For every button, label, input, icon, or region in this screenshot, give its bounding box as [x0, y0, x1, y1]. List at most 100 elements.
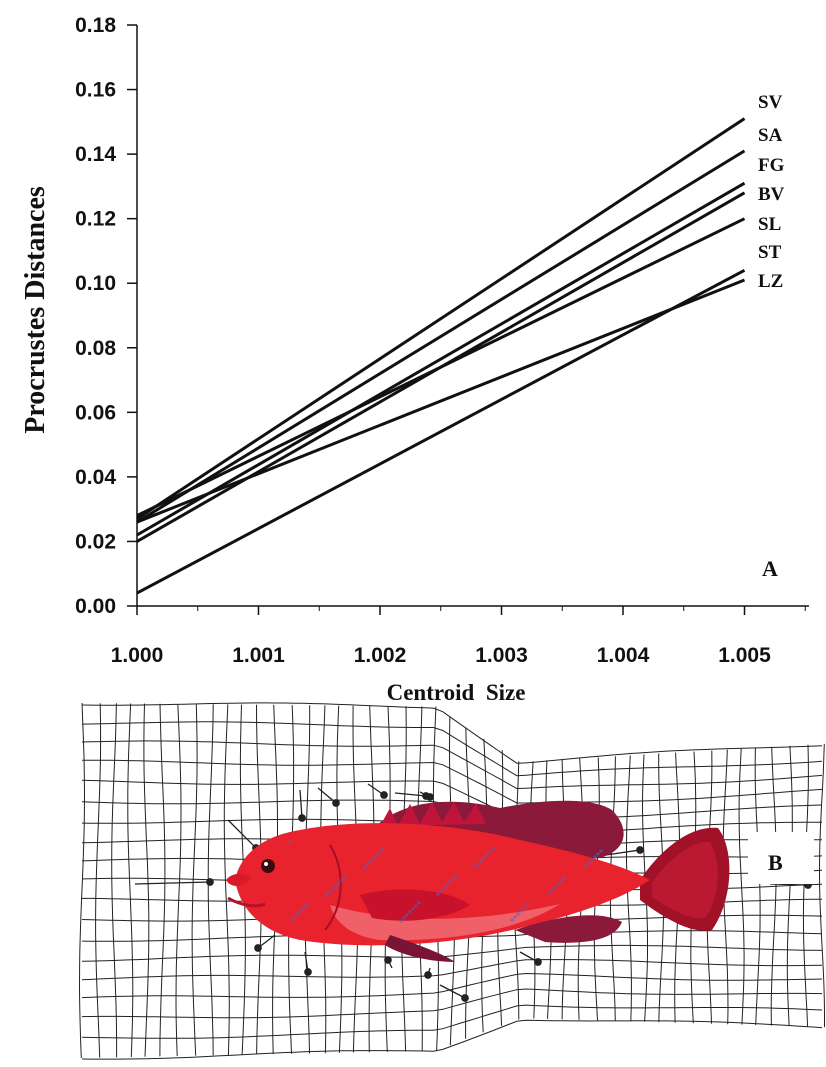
grid-row-line [81, 721, 823, 777]
y-tick-label: 0.02 [75, 530, 116, 553]
fish-spot [491, 847, 495, 851]
fish-spot [331, 887, 335, 891]
landmark-vector [317, 787, 337, 804]
fish-spot [593, 855, 597, 859]
fish-spot [596, 852, 600, 856]
landmark-point [304, 968, 312, 976]
line-chart: 0.00 0.02 0.04 0.06 0.08 0.10 0.12 0.14 0.16 0.18… [20, 14, 809, 705]
series-labels: SV SA FG BV SL ST LZ [758, 92, 785, 292]
y-tick-label: 0.04 [75, 466, 116, 489]
landmark-vector [769, 883, 809, 886]
fish-spots [288, 840, 603, 923]
fish-pelvic-fin [385, 935, 455, 962]
grid-row-line [81, 959, 823, 981]
fish-spot [436, 892, 440, 896]
fish-spot [550, 888, 554, 892]
grid-column-line [143, 703, 150, 1057]
fish-spot [303, 905, 307, 909]
landmark-point [461, 994, 469, 1002]
fish-spot [306, 902, 310, 906]
fish-icon [226, 800, 730, 962]
landmark-point [206, 878, 214, 886]
fish-spot [510, 918, 514, 922]
landmark-vector [134, 881, 211, 885]
fish-spot [337, 881, 341, 885]
grid-column-line [111, 703, 118, 1058]
fish-spot [553, 885, 557, 889]
series-label-st: ST [758, 242, 782, 263]
fish-spot [451, 877, 455, 881]
fish-eye [261, 859, 275, 873]
fish-spot [559, 879, 563, 883]
x-axis-ticks: 1.000 1.001 1.002 1.003 1.004 1.005 [111, 606, 806, 667]
fish-spot [473, 865, 477, 869]
series-line-sa [136, 149, 746, 524]
fish-spot [448, 880, 452, 884]
grid-row-line [81, 1004, 823, 1039]
grid-column-line [78, 702, 86, 1059]
fish-spot [377, 851, 381, 855]
landmark-point [636, 846, 644, 854]
fish-spot [513, 915, 517, 919]
fish-spot [488, 850, 492, 854]
x-tick-label: 1.002 [354, 644, 407, 667]
fish-spot [562, 876, 566, 880]
fish-spot [411, 907, 415, 911]
grid-row-line [81, 944, 823, 962]
grid-row-line [81, 759, 823, 804]
series-label-sl: SL [758, 214, 781, 235]
fish-spot [454, 874, 458, 878]
series-line-sl [136, 217, 746, 517]
fish-spot [417, 901, 421, 905]
grid-column-line [95, 703, 102, 1058]
fish-spot [476, 862, 480, 866]
fish-gill-line [324, 844, 342, 931]
landmark-point [534, 958, 542, 966]
series-line-st [136, 268, 746, 595]
fish-spot [399, 919, 403, 923]
y-tick-label: 0.08 [75, 337, 116, 360]
fish-spot [325, 893, 329, 897]
fish-spot [414, 904, 418, 908]
y-axis-title: Procrustes Distances [20, 186, 51, 434]
fish-spot [439, 889, 443, 893]
grid-row-line [81, 779, 823, 820]
fish-spot [525, 903, 529, 907]
fish-spot [402, 916, 406, 920]
fish-spot [556, 882, 560, 886]
landmark-vector [299, 789, 303, 819]
fish-spot [587, 861, 591, 865]
fish-anal-fin [515, 915, 622, 943]
fish-dorsal-spines [380, 802, 486, 826]
fish-spot [374, 854, 378, 858]
landmark-point [298, 814, 306, 822]
y-axis-ticks: 0.00 0.02 0.04 0.06 0.08 0.10 0.12 0.14 0.16 0.18 [75, 14, 137, 618]
y-tick-label: 0.14 [75, 143, 116, 166]
grid-column-line [770, 746, 777, 1026]
fish-spot [442, 886, 446, 890]
fish-lower-jaw [227, 896, 266, 908]
fish-spot [343, 875, 347, 879]
grid-column-line [802, 744, 809, 1027]
fish-spot [294, 914, 298, 918]
series-line-sv [136, 117, 746, 521]
series-line-fg [136, 181, 746, 537]
fish-spot [516, 912, 520, 916]
fish-spot [479, 859, 483, 863]
fish-spot [445, 883, 449, 887]
x-tick-label: 1.000 [111, 644, 164, 667]
fish-spot [371, 857, 375, 861]
fish-eye-highlight [264, 862, 268, 866]
grid-column-line [127, 703, 134, 1058]
grid-row-line [81, 1019, 823, 1060]
fish-spot [522, 906, 526, 910]
fish-spot [300, 908, 304, 912]
landmark-point [332, 799, 340, 807]
fish-spot [334, 884, 338, 888]
grid-row-line [81, 740, 823, 790]
grid-column-line [738, 748, 745, 1025]
fish-spot [584, 864, 588, 868]
panel-a-label: A [762, 556, 778, 581]
grid-column-line [786, 745, 793, 1027]
